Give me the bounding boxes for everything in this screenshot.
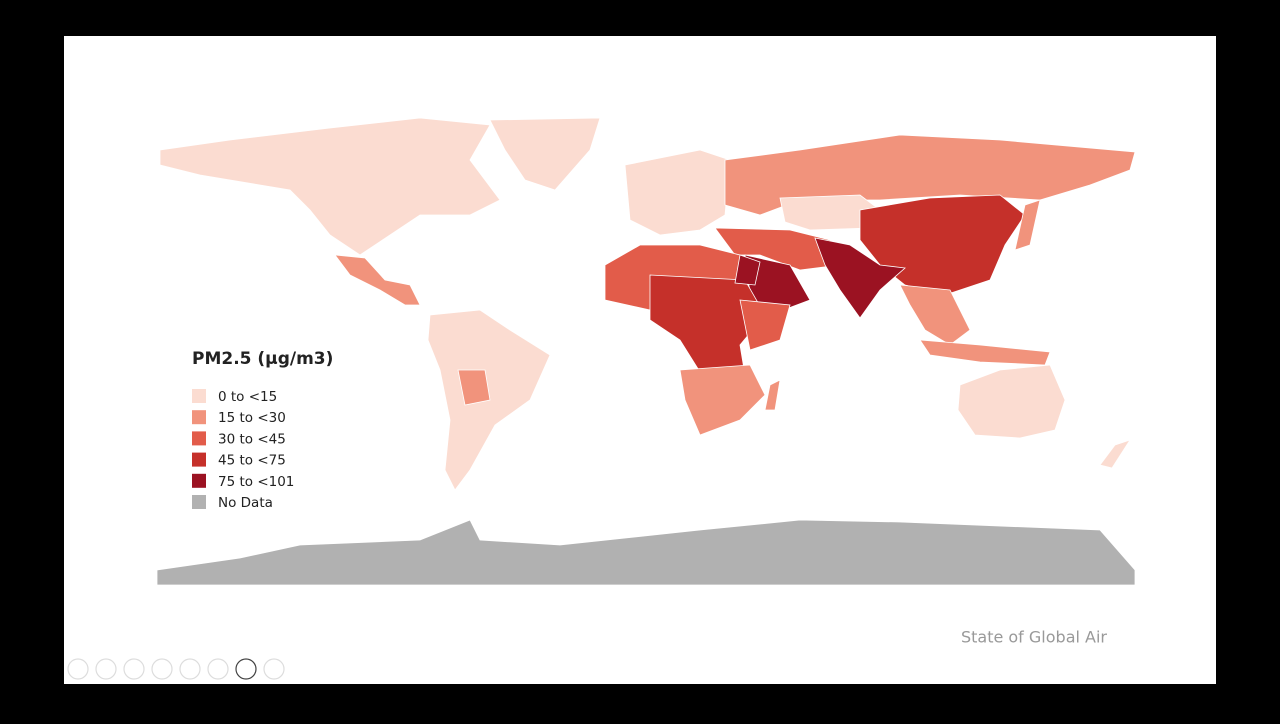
australia [957,364,1066,439]
east-africa [739,299,791,351]
legend-swatch [192,410,206,425]
russia [724,134,1136,216]
new-zealand [1099,439,1131,469]
pen-button[interactable] [123,658,145,680]
more-button[interactable] [263,658,285,680]
zoom-button[interactable] [179,658,201,680]
indonesia [919,339,1051,366]
legend-label: 75 to <101 [218,474,294,490]
prev-button[interactable] [67,658,89,680]
legend-swatch [192,473,206,488]
europe [624,149,731,236]
legend-swatch [192,495,206,509]
slides-button[interactable] [151,658,173,680]
slide-toolbar [67,658,285,680]
central-america [334,254,421,306]
bolivia [457,369,491,406]
south-asia [814,237,906,319]
japan [1014,199,1041,251]
world-map [156,117,1136,586]
legend-label: 30 to <45 [218,431,286,447]
legend-swatch [192,452,206,467]
legend-title: PM2.5 (μg/m3) [192,349,333,369]
legend: 0 to <15 15 to <30 30 to <45 45 to <75 75 to… [192,389,294,511]
legend-swatch [192,389,206,403]
legend-label: 15 to <30 [218,410,286,426]
madagascar [764,379,781,411]
camera-button[interactable] [235,658,257,680]
greenland [489,117,601,191]
source-label: State of Global Air [961,628,1107,647]
legend-swatch [192,431,206,446]
egypt [734,254,761,286]
antarctica [156,519,1136,586]
north-america [159,117,501,256]
legend-label: 0 to <15 [218,389,277,405]
next-button[interactable] [95,658,117,680]
subtitle-button[interactable] [207,658,229,680]
southern-africa [679,364,766,436]
legend-label: No Data [218,495,273,511]
legend-label: 45 to <75 [218,453,286,469]
